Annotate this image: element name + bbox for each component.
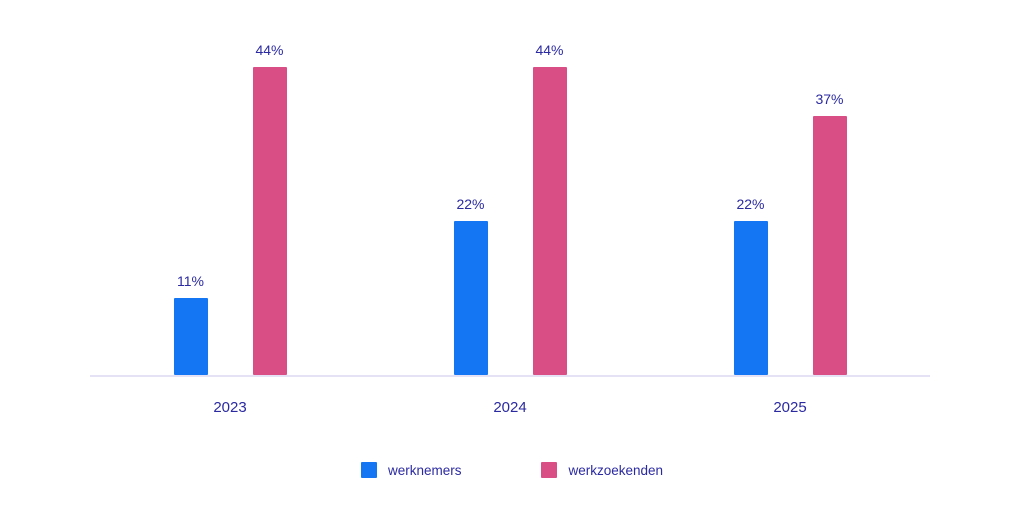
bars-2024: 22% 44%	[453, 42, 567, 375]
bar-wrap-werknemers-2024: 22%	[453, 196, 488, 375]
bar-werkzoekenden-2023	[252, 67, 287, 375]
x-axis-tick-label-2024: 2024	[493, 399, 527, 416]
chart-legend: werknemers werkzoekenden	[0, 462, 1024, 478]
x-axis-line	[90, 375, 930, 377]
bar-wrap-werknemers-2025: 22%	[733, 196, 768, 375]
bar-wrap-werknemers-2023: 11%	[173, 273, 208, 375]
bars-2023: 11% 44%	[173, 42, 287, 375]
legend-swatch-icon-werknemers	[360, 462, 377, 478]
bar-wrap-werkzoekenden-2023: 44%	[252, 42, 287, 375]
bar-value-label-werknemers-2024: 22%	[456, 196, 485, 212]
bar-wrap-werkzoekenden-2025: 37%	[812, 91, 847, 375]
bar-group-2025: 22% 37% 2025	[733, 0, 847, 416]
x-axis-tick-label-2025: 2025	[773, 399, 807, 416]
bar-value-label-werknemers-2023: 11%	[177, 273, 204, 289]
bars-2025: 22% 37%	[733, 91, 847, 375]
bar-value-label-werkzoekenden-2024: 44%	[535, 42, 564, 58]
bar-value-label-werkzoekenden-2023: 44%	[255, 42, 284, 58]
bar-wrap-werkzoekenden-2024: 44%	[532, 42, 567, 375]
legend-swatch-icon-werkzoekenden	[541, 462, 558, 478]
bar-werknemers-2023	[173, 298, 208, 375]
bar-group-2024: 22% 44% 2024	[453, 0, 567, 416]
x-axis-tick-label-2023: 2023	[213, 399, 247, 416]
legend-label-werkzoekenden: werkzoekenden	[568, 462, 664, 478]
bar-werknemers-2025	[733, 221, 768, 375]
bar-werkzoekenden-2024	[532, 67, 567, 375]
bar-value-label-werknemers-2025: 22%	[736, 196, 765, 212]
bar-werkzoekenden-2025	[812, 116, 847, 375]
legend-label-werknemers: werknemers	[387, 462, 462, 478]
bar-werknemers-2024	[453, 221, 488, 375]
bar-group-2023: 11% 44% 2023	[173, 0, 287, 416]
bar-value-label-werkzoekenden-2025: 37%	[815, 91, 844, 107]
legend-item-werknemers: werknemers	[360, 462, 462, 478]
bar-groups: 11% 44% 2023 22% 44% 2024 22% 37% 2025	[90, 0, 930, 416]
legend-item-werkzoekenden: werkzoekenden	[541, 462, 663, 478]
